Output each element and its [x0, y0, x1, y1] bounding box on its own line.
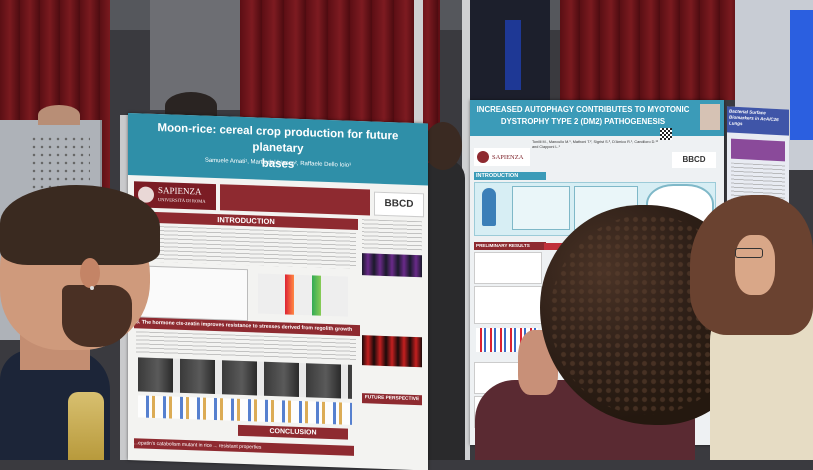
- background-head-bald: [38, 105, 80, 125]
- poster-title-line1: Moon-rice: cereal crop production for fu…: [157, 122, 399, 156]
- man-shirt-stripe: [68, 392, 104, 460]
- man-hair: [0, 185, 160, 265]
- plant-diagram: [136, 265, 248, 322]
- intro-text-block: [136, 225, 356, 269]
- sapienza-name: SAPIENZA: [492, 153, 524, 161]
- bbcd-logo: BBCD: [672, 152, 716, 168]
- poster-right-column-text: [362, 219, 422, 252]
- sapienza-seal-icon: [477, 151, 489, 163]
- back-wall: [150, 0, 240, 110]
- fluorescent-images-2: [362, 335, 422, 368]
- blue-light: [505, 20, 521, 90]
- red-curtain-right: [560, 0, 740, 100]
- earring-icon: [90, 286, 94, 290]
- root-images-strip: [138, 357, 352, 399]
- results-panel-a: [474, 252, 542, 284]
- qr-code-icon: [660, 128, 672, 140]
- human-figure-icon: [482, 188, 496, 226]
- poster-title: Bacterial Surface Biomarkers in AcA/C26 …: [727, 106, 789, 136]
- section-conclusion: CONCLUSION: [238, 424, 348, 440]
- results-panel-b: [474, 286, 542, 324]
- diagram-box-1: [512, 186, 570, 230]
- fluorescent-images-1: [362, 253, 422, 278]
- sapienza-subtitle: UNIVERSITÀ DI ROMA: [158, 197, 206, 204]
- poster-title: INCREASED AUTOPHAGY CONTRIBUTES TO MYOTO…: [472, 104, 694, 128]
- sapienza-logo: SAPIENZA: [474, 148, 530, 166]
- far-poster-figure: [731, 138, 785, 162]
- poster-moon-rice: Moon-rice: cereal crop production for fu…: [128, 113, 428, 470]
- section-future-perspective: FUTURE PERSPECTIVE: [362, 393, 422, 406]
- poster-header: [470, 100, 724, 136]
- section-introduction: INTRODUCTION: [474, 172, 546, 180]
- section-3-text: [136, 331, 356, 361]
- bbcd-logo: BBCD: [374, 191, 424, 218]
- man-ear: [80, 258, 100, 288]
- affiliation-banner: [220, 184, 370, 216]
- poster-title-line1: INCREASED AUTOPHAGY CONTRIBUTES TO MYOTO…: [476, 105, 690, 114]
- section-preliminary-results: PRELIMINARY RESULTS: [474, 242, 546, 250]
- background-person-head: [424, 122, 462, 170]
- bar-charts-row: [138, 395, 352, 425]
- woman-right-face: [735, 235, 775, 295]
- author-photo: [700, 104, 720, 130]
- glasses-icon: [735, 248, 763, 258]
- blue-screen: [790, 10, 813, 140]
- man-beard: [62, 285, 132, 347]
- chart-colored-bars: [258, 273, 348, 317]
- section-bottom-heading: ...epatin's catabolism mutant in rice ..…: [134, 438, 354, 456]
- poster-stand-pole-right: [462, 0, 470, 460]
- poster-title-line2: DYSTROPHY TYPE 2 (DM2) PATHOGENESIS: [500, 117, 666, 126]
- poster-authors: Tonilli M., Mancullo M.¹, Mathoni T.², S…: [532, 140, 658, 149]
